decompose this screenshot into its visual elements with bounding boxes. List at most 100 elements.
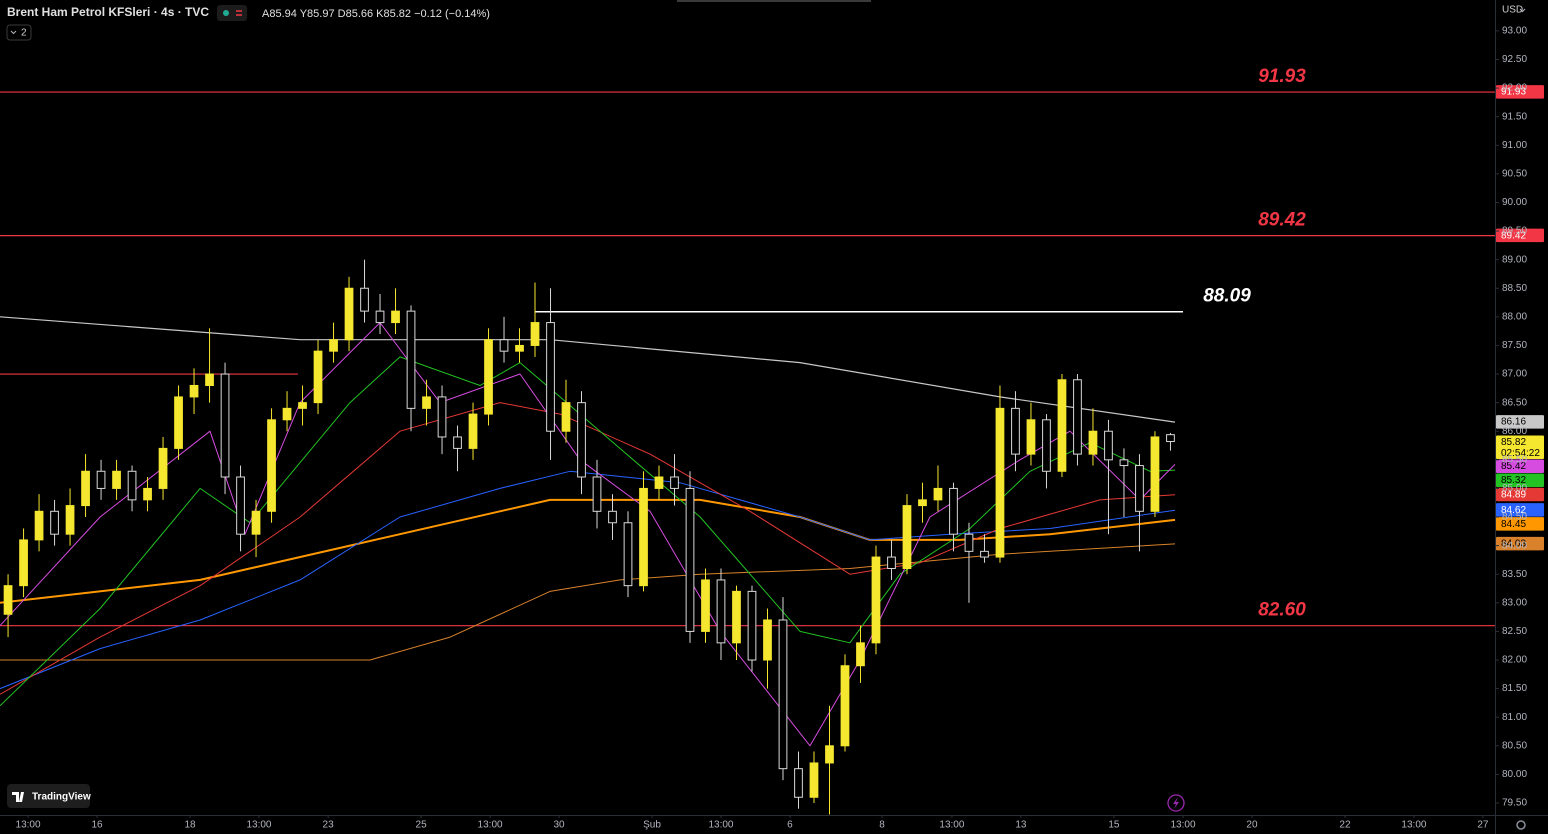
price-tag-label: 84.03	[1501, 539, 1526, 550]
x-tick-label: 22	[1339, 820, 1351, 831]
candle-body	[747, 590, 757, 661]
y-tick-label: 83.00	[1502, 597, 1527, 608]
y-tick-label: 89.00	[1502, 254, 1527, 265]
candle-body	[1073, 379, 1082, 455]
candle-body	[825, 745, 834, 764]
candle-body	[65, 505, 75, 535]
candle-body	[654, 476, 664, 489]
price-tag-box	[1496, 473, 1544, 488]
price-tag: 84.62	[1496, 503, 1544, 517]
candle-body	[220, 373, 230, 478]
price-tag: 84.45	[1496, 517, 1544, 531]
price-tag-box	[1496, 85, 1544, 99]
lightning-icon	[1173, 797, 1179, 809]
x-tick-label: 23	[323, 820, 335, 831]
candle-body	[995, 407, 1005, 558]
moving-average	[0, 498, 1176, 604]
candle-body	[887, 556, 896, 569]
brand-badge[interactable]	[7, 784, 90, 808]
price-tag-box	[1496, 503, 1544, 517]
price-tag-box	[1496, 459, 1544, 474]
candle-body	[902, 505, 912, 569]
candle-body	[732, 590, 741, 644]
price-tag-box	[1496, 415, 1544, 429]
market-status	[223, 10, 229, 16]
x-tick-label: 20	[1246, 820, 1258, 831]
x-tick-label: 13:00	[246, 820, 271, 831]
moving-average	[0, 316, 1176, 423]
candle-body	[918, 499, 927, 507]
candle-body	[608, 510, 617, 524]
y-tick-label: 89.50	[1502, 226, 1527, 237]
price-tag: 86.16	[1496, 415, 1544, 429]
x-tick-label: 13	[1015, 820, 1027, 831]
brand-logo	[12, 792, 24, 802]
indicator-toggle[interactable]	[6, 24, 32, 41]
candle-body	[701, 579, 710, 632]
chevron-icon	[10, 30, 17, 35]
y-tick-label: 84.00	[1502, 540, 1527, 551]
x-tick-label: 15	[1108, 820, 1120, 831]
candle-body	[344, 287, 354, 341]
candle-body	[468, 413, 478, 449]
candle-body	[670, 476, 679, 489]
plot: 91.93 89.42 82.60 88.09	[0, 66, 1495, 815]
moving-average	[0, 543, 1176, 661]
candle-body	[251, 510, 261, 535]
candle-body	[236, 476, 245, 535]
moving-average	[0, 402, 1176, 695]
candle-body	[623, 522, 633, 587]
candle-body	[1150, 436, 1160, 512]
price-tag-label: 84.89	[1501, 489, 1526, 500]
candle-body	[298, 402, 307, 409]
candle-body	[639, 487, 648, 587]
y-tick-label: 86.00	[1502, 426, 1527, 437]
candle-body	[484, 339, 493, 415]
x-tick-label: 13:00	[1170, 820, 1195, 831]
price-tag-label: 85.32	[1501, 475, 1526, 486]
price-tag-box	[1496, 517, 1544, 531]
price-tag-label: 89.42	[1501, 230, 1526, 241]
x-tick-label: 13:00	[478, 820, 503, 831]
y-tick-label: 88.50	[1502, 283, 1527, 294]
candle-body	[794, 768, 803, 798]
candle-body	[856, 642, 865, 667]
brand-name: TradingView	[32, 792, 91, 803]
candle-body	[375, 310, 385, 324]
y-tick-label: 87.00	[1502, 369, 1527, 380]
candle-body	[422, 396, 431, 409]
candle-body	[1011, 407, 1020, 455]
candle-body	[1057, 379, 1067, 472]
candle-body	[34, 510, 44, 541]
event-icon[interactable]	[1167, 794, 1185, 812]
candle-body	[1119, 459, 1129, 467]
indicator-count: 2	[21, 28, 27, 39]
candle-body	[81, 470, 90, 507]
candle-body	[391, 310, 400, 324]
price-tag: 91.93	[1496, 85, 1544, 99]
status-badge[interactable]	[217, 5, 247, 21]
price-tag-box	[1496, 228, 1544, 243]
price-tag: 84.03	[1496, 536, 1544, 551]
candle-body	[577, 402, 586, 478]
price-tag-label: 84.62	[1501, 505, 1526, 516]
y-tick-label: 85.00	[1502, 483, 1527, 494]
candle-body	[174, 396, 183, 449]
price-tag: 89.42	[1496, 228, 1544, 243]
countdown: 02:54:22	[1501, 448, 1540, 459]
y-tick-label: 91.50	[1502, 111, 1527, 122]
candle-body	[964, 533, 974, 552]
settings-icon[interactable]	[1516, 820, 1526, 830]
candle-body	[1166, 434, 1175, 443]
y-tick-label: 81.00	[1502, 712, 1527, 723]
x-tick-label: 30	[553, 820, 565, 831]
candle-body	[453, 436, 462, 449]
currency[interactable]: USD	[1502, 5, 1523, 16]
candle-body	[716, 579, 726, 644]
price-tag-label: 91.93	[1501, 87, 1526, 98]
candle-body	[329, 339, 338, 352]
y-tick-label: 92.50	[1502, 54, 1527, 65]
